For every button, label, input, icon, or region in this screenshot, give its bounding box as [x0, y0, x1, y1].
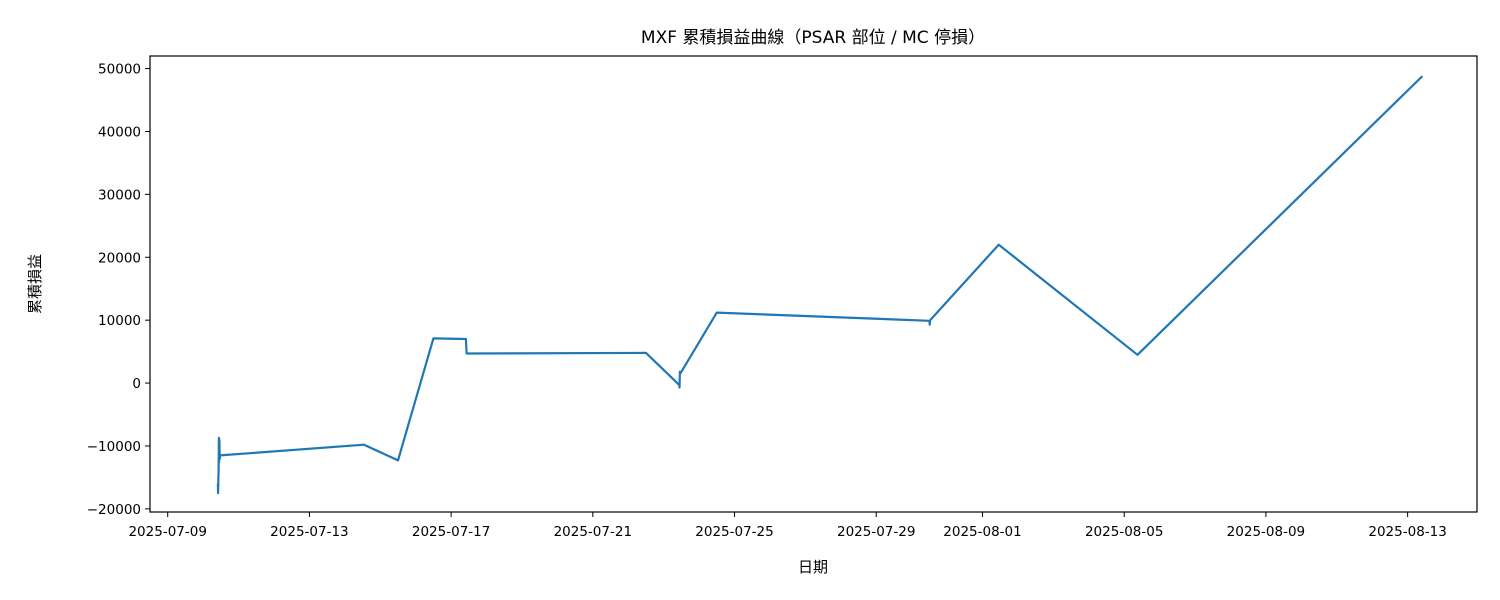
y-axis-label: 累積損益 [26, 254, 44, 314]
x-tick-label: 2025-07-21 [554, 524, 632, 540]
x-tick-label: 2025-07-17 [412, 524, 490, 540]
chart-title: MXF 累積損益曲線（PSAR 部位 / MC 停損） [641, 28, 985, 48]
x-tick-label: 2025-08-01 [943, 524, 1021, 540]
y-tick-label: 20000 [98, 250, 141, 266]
y-tick-label: 40000 [98, 124, 141, 140]
x-tick-label: 2025-07-25 [695, 524, 773, 540]
x-axis-label: 日期 [798, 558, 828, 576]
plot-frame [149, 55, 1478, 513]
equity-line [216, 75, 1424, 495]
y-tick-label: −20000 [87, 502, 141, 518]
x-tick-label: 2025-08-05 [1085, 524, 1163, 540]
plot-area [216, 75, 1424, 495]
x-tick-label: 2025-08-09 [1227, 524, 1305, 540]
y-tick-label: 0 [132, 376, 141, 392]
y-tick-label: 10000 [98, 313, 141, 329]
x-tick-label: 2025-07-29 [837, 524, 915, 540]
y-tick-label: −10000 [87, 439, 141, 455]
x-tick-label: 2025-07-13 [270, 524, 348, 540]
x-axis: 2025-07-09 2025-07-13 2025-07-17 2025-07-21… [128, 512, 1447, 540]
y-tick-label: 50000 [98, 62, 141, 78]
x-tick-label: 2025-08-13 [1368, 524, 1446, 540]
x-tick-label: 2025-07-09 [128, 524, 206, 540]
y-tick-label: 30000 [98, 187, 141, 203]
y-axis: −20000 −10000 0 10000 20000 30000 40000 50000 [87, 62, 150, 518]
